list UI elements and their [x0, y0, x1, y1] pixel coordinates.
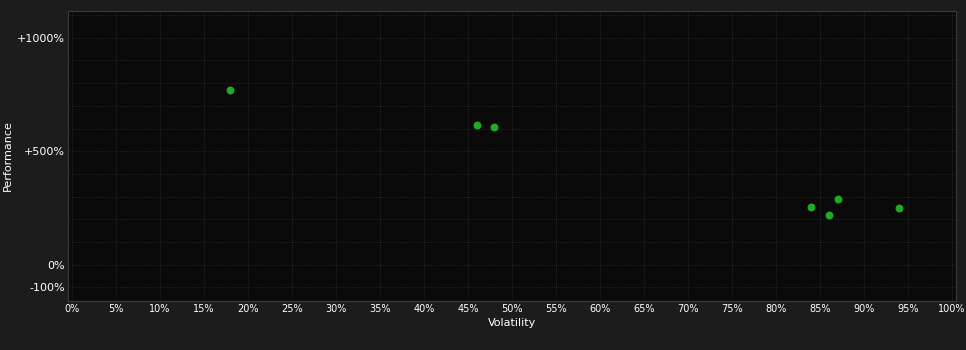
Point: [487, 125, 502, 130]
Y-axis label: Performance: Performance: [3, 120, 13, 191]
Point: [892, 205, 907, 211]
Point: [830, 196, 845, 202]
Point: [804, 204, 819, 210]
Point: [223, 87, 239, 93]
Point: [469, 122, 485, 128]
Point: [821, 212, 837, 218]
X-axis label: Volatility: Volatility: [488, 318, 536, 328]
